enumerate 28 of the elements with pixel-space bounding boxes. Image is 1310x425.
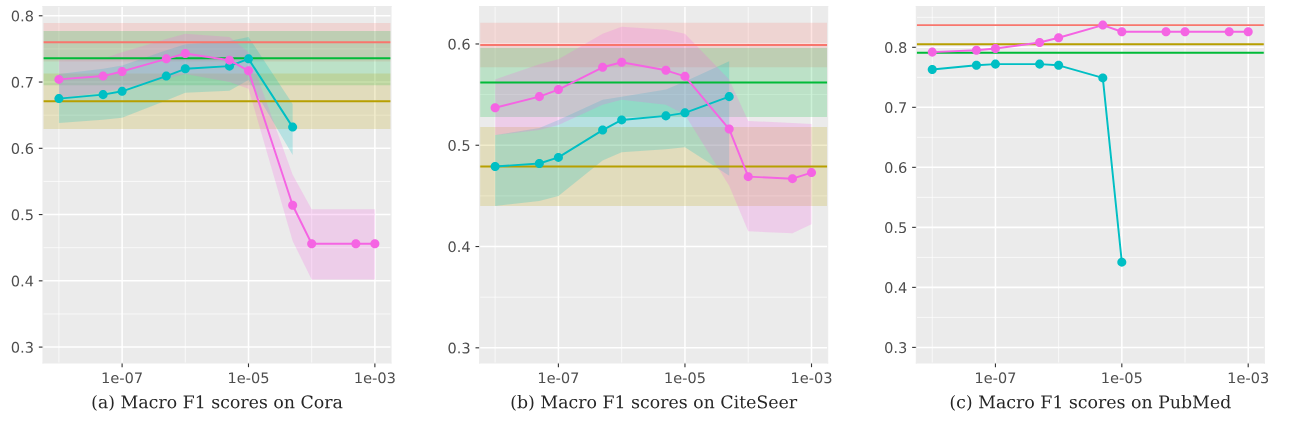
- y-tick-label: 0.4: [885, 282, 907, 294]
- y-tick-label: 0.5: [885, 222, 907, 234]
- y-tick-label: 0.8: [11, 10, 33, 22]
- y-tick-label: 0.3: [448, 342, 470, 354]
- x-tick-label: 1e-05: [1102, 372, 1142, 384]
- x-tick-label: 1e-07: [102, 372, 142, 384]
- y-tick-label: 0.7: [885, 102, 907, 114]
- y-tick-label: 0.8: [885, 42, 907, 54]
- x-tick-label: 1e-07: [976, 372, 1016, 384]
- x-tick-label: 1e-05: [665, 372, 705, 384]
- y-tick-label: 0.6: [448, 38, 470, 50]
- x-tick-label: 1e-07: [538, 372, 579, 384]
- text: (c) Macro F1 scores on PubMed: [950, 394, 1231, 411]
- x-tick-label: 1e-03: [355, 372, 395, 384]
- y-tick-label: 0.5: [448, 139, 470, 151]
- y-tick-label: 0.3: [11, 341, 33, 353]
- x-tick-label: 1e-03: [1228, 372, 1269, 384]
- y-tick-label: 0.4: [11, 275, 34, 287]
- y-tick-label: 0.6: [11, 143, 34, 155]
- y-tick-label: 0.4: [448, 241, 470, 253]
- y-tick-label: 0.6: [885, 162, 907, 174]
- y-tick-label: 0.5: [11, 209, 33, 221]
- y-tick-label: 0.7: [11, 76, 33, 88]
- text: (b) Macro F1 scores on CiteSeer: [511, 394, 798, 411]
- x-tick-label: 1e-03: [792, 372, 832, 384]
- x-tick-label: 1e-05: [229, 372, 269, 384]
- text: (a) Macro F1 scores on Cora: [92, 394, 343, 411]
- y-tick-label: 0.3: [885, 342, 907, 354]
